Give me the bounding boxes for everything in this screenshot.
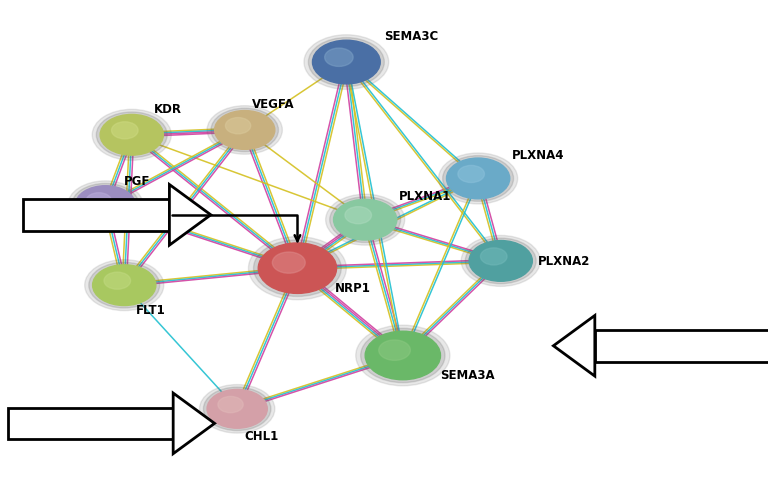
Circle shape (333, 200, 397, 241)
Circle shape (200, 385, 275, 433)
Text: PLXNA1: PLXNA1 (399, 190, 452, 202)
Circle shape (469, 241, 532, 282)
Circle shape (100, 115, 164, 156)
Text: KDR: KDR (154, 103, 182, 115)
Circle shape (111, 122, 138, 139)
Circle shape (461, 236, 540, 287)
Circle shape (458, 166, 485, 183)
Circle shape (204, 387, 271, 431)
Circle shape (329, 197, 401, 243)
Circle shape (93, 265, 156, 306)
Polygon shape (554, 316, 595, 377)
Circle shape (309, 39, 384, 87)
Circle shape (446, 159, 510, 199)
Bar (595, 331, 768, 362)
Circle shape (84, 260, 164, 311)
Circle shape (253, 241, 341, 297)
Text: PLXNA2: PLXNA2 (538, 255, 591, 268)
Text: FLT1: FLT1 (135, 303, 165, 316)
Circle shape (96, 113, 167, 158)
Circle shape (325, 49, 353, 67)
Circle shape (379, 340, 410, 361)
Circle shape (211, 109, 279, 152)
Circle shape (75, 186, 135, 225)
Circle shape (465, 239, 536, 284)
Circle shape (68, 182, 143, 230)
Circle shape (249, 237, 346, 300)
Polygon shape (173, 393, 214, 454)
Polygon shape (170, 185, 211, 246)
Text: PLXNA4: PLXNA4 (512, 149, 564, 161)
Circle shape (273, 253, 305, 273)
Text: VEGFA: VEGFA (252, 98, 295, 110)
Circle shape (442, 156, 514, 202)
Circle shape (226, 118, 250, 135)
Circle shape (92, 110, 171, 161)
Circle shape (481, 248, 507, 265)
Circle shape (218, 396, 243, 413)
Text: PGF: PGF (124, 175, 151, 188)
Circle shape (86, 193, 111, 210)
Circle shape (71, 184, 139, 227)
Circle shape (304, 36, 389, 90)
Text: CHL1: CHL1 (245, 429, 279, 442)
Text: SEMA3A: SEMA3A (441, 369, 495, 381)
Bar (8, 408, 173, 439)
Circle shape (89, 263, 160, 308)
Circle shape (258, 243, 336, 294)
Circle shape (207, 390, 267, 428)
Bar (22, 199, 170, 231)
Circle shape (356, 326, 450, 386)
Circle shape (104, 272, 131, 289)
Text: NRP1: NRP1 (335, 282, 371, 294)
Circle shape (214, 111, 275, 150)
Circle shape (326, 195, 405, 246)
Circle shape (345, 207, 372, 224)
Circle shape (361, 329, 445, 383)
Circle shape (439, 154, 518, 204)
Text: SEMA3C: SEMA3C (384, 30, 439, 43)
Circle shape (313, 41, 380, 85)
Circle shape (365, 332, 441, 380)
Circle shape (207, 106, 283, 155)
